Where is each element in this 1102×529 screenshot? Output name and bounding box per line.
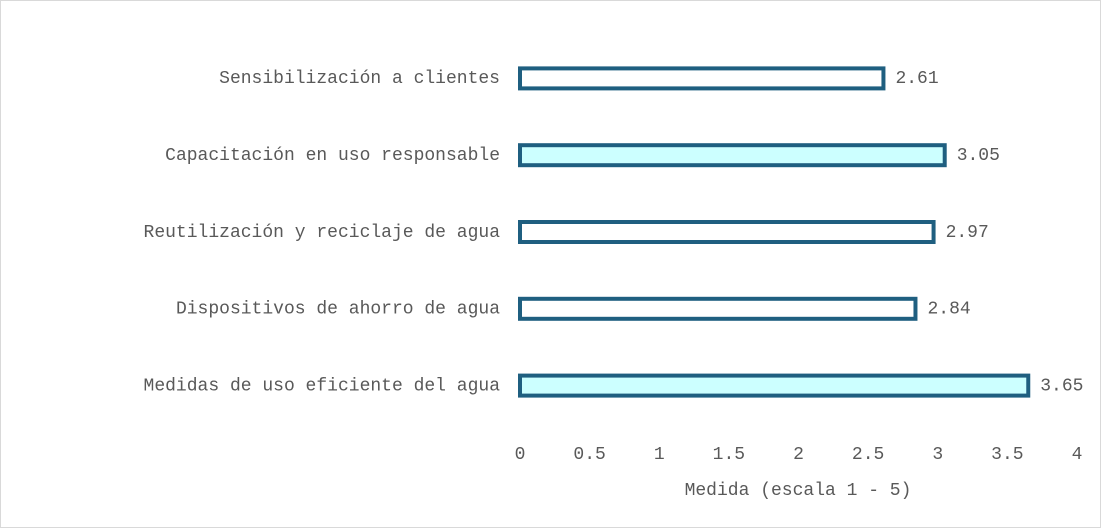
x-tick-label: 1.5	[713, 445, 745, 465]
y-tick-label: Capacitación en uso responsable	[165, 146, 500, 166]
bar	[518, 220, 936, 244]
x-tick-label: 4	[1072, 445, 1083, 465]
x-tick-label: 2	[793, 445, 804, 465]
data-label: 2.97	[946, 223, 989, 243]
bar	[518, 143, 947, 168]
bar	[518, 373, 1031, 398]
x-axis-label: Medida (escala 1 - 5)	[685, 481, 912, 501]
y-tick-label: Dispositivos de ahorro de agua	[176, 300, 500, 320]
x-tick-label: 0.5	[573, 445, 605, 465]
bar	[518, 66, 886, 91]
y-tick-label: Sensibilización a clientes	[219, 69, 500, 89]
y-tick-label: Medidas de uso eficiente del agua	[144, 376, 501, 396]
x-tick-label: 2.5	[852, 445, 884, 465]
data-label: 2.84	[927, 300, 970, 320]
x-tick-label: 0	[515, 445, 526, 465]
data-label: 3.65	[1040, 376, 1083, 396]
x-tick-label: 3	[932, 445, 943, 465]
bar	[518, 296, 918, 321]
data-label: 3.05	[957, 146, 1000, 166]
data-label: 2.61	[895, 69, 938, 89]
x-tick-label: 1	[654, 445, 665, 465]
x-tick-label: 3.5	[991, 445, 1023, 465]
y-tick-label: Reutilización y reciclaje de agua	[144, 223, 501, 243]
